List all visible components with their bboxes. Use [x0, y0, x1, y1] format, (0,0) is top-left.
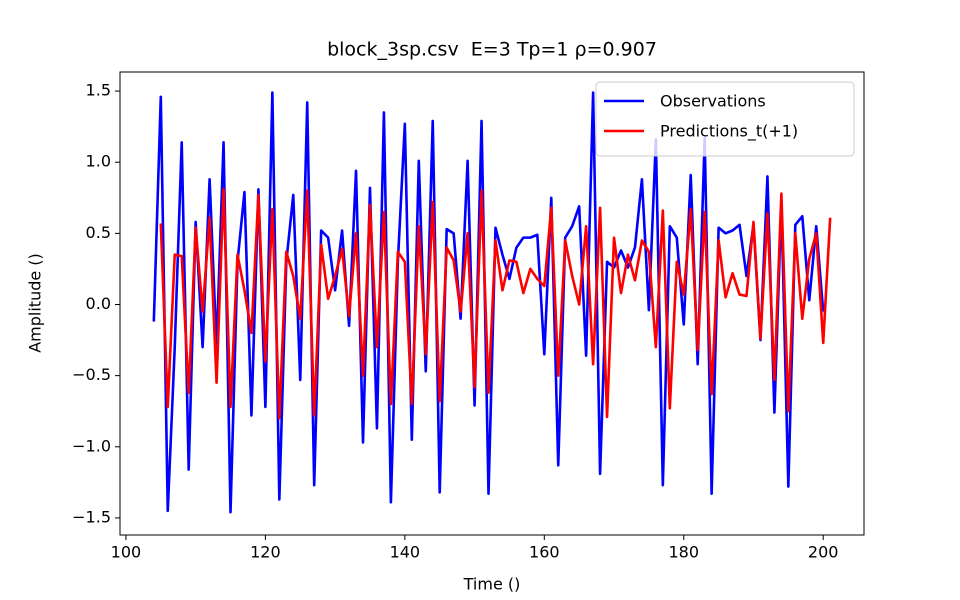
y-tick-label: 1.0 — [86, 152, 111, 171]
y-tick-label: −1.5 — [72, 507, 111, 526]
legend-label: Predictions_t(+1) — [660, 122, 798, 142]
x-tick-label: 120 — [250, 543, 281, 562]
x-axis-label: Time () — [463, 575, 521, 594]
x-tick-label: 140 — [390, 543, 421, 562]
x-tick-label: 180 — [668, 543, 699, 562]
y-tick-label: −0.5 — [72, 365, 111, 384]
x-tick-label: 100 — [111, 543, 142, 562]
data-line — [152, 91, 825, 514]
y-tick-label: −1.0 — [72, 436, 111, 455]
y-tick-label: 1.5 — [86, 81, 111, 100]
y-tick-label: 0.5 — [86, 223, 111, 242]
x-tick-label: 160 — [529, 543, 560, 562]
legend-box — [595, 81, 855, 157]
legend-label: Observations — [660, 92, 766, 111]
data-line — [159, 187, 832, 420]
y-tick-label: 0.0 — [86, 294, 111, 313]
x-tick-label: 200 — [808, 543, 839, 562]
chart-title: block_3sp.csv E=3 Tp=1 ρ=0.907 — [327, 39, 657, 61]
y-axis-label: Amplitude () — [26, 253, 45, 353]
plot-frame — [119, 71, 865, 536]
